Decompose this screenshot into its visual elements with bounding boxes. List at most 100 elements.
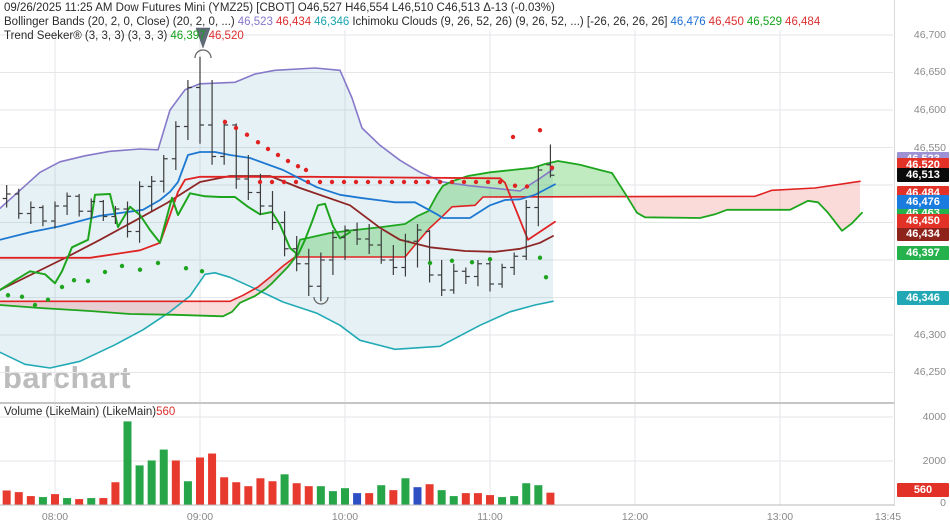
volume-bar [208, 453, 217, 505]
trendseeker-red-dot [537, 128, 543, 133]
volume-bar [147, 460, 156, 505]
volume-bar [473, 493, 482, 505]
axis-price-label: 46,250 [913, 366, 946, 378]
trendseeker-red-dot [233, 125, 239, 131]
ohlc-bar [280, 211, 289, 257]
trendseeker-green-dot [59, 284, 65, 290]
down-arrow-annotation-icon [195, 27, 211, 49]
ohlc-bar [14, 188, 23, 219]
trendseeker-green-dot [85, 278, 91, 284]
volume-bar [510, 496, 519, 505]
trendseeker-red-dot [303, 167, 309, 173]
trendseeker-green-dot [32, 302, 38, 308]
header-text-segment: 46,476 [670, 16, 706, 28]
volume-bar [425, 484, 434, 505]
ohlc-bar [292, 236, 301, 272]
trendseeker-red-dot [485, 179, 491, 185]
ohlc-bar [328, 230, 337, 276]
header-text-segment: 46,520 [208, 30, 244, 42]
price-badge: 560 [897, 483, 949, 497]
header-text-segment: Trend Seeker® (3, 3, 3) (3, 3, 3) [4, 30, 168, 42]
trendseeker-red-dot [244, 132, 250, 137]
trendseeker-green-dot [427, 260, 433, 266]
header-text-segment: Ichimoku Clouds (9, 26, 52, 26) (9, 26, … [352, 16, 668, 28]
trendseeker-red-dot [257, 179, 263, 185]
ohlc-bar [135, 181, 144, 243]
trendseeker-red-dot [510, 134, 516, 140]
volume-bar [304, 486, 313, 505]
trendseeker-red-dot [461, 179, 467, 185]
trendseeker-green-dot [183, 266, 189, 271]
trendseeker-red-dot [425, 179, 431, 185]
trendseeker-red-dot [269, 179, 275, 185]
trendseeker-red-dot [549, 165, 555, 170]
trendseeker-red-dot [222, 119, 228, 125]
volume-bar [63, 498, 72, 505]
ohlc-bar [304, 248, 313, 297]
volume-bar [292, 483, 301, 505]
volume-bar [159, 449, 168, 505]
barchart-logo: barchart [3, 360, 132, 395]
trendseeker-red-dot [341, 179, 347, 185]
trendseeker-red-dot [281, 179, 287, 185]
trendseeker-red-dot [293, 179, 299, 185]
ohlc-bar [183, 80, 192, 141]
header-line-1: 09/26/2025 11:25 AM Dow Futures Mini (YM… [4, 1, 823, 15]
axis-time-label: 11:00 [477, 511, 503, 523]
ohlc-bar [437, 260, 446, 297]
price-badge: 46,513 [897, 168, 949, 182]
trendseeker-red-dot [353, 179, 359, 185]
trendseeker-red-dot [365, 179, 371, 185]
ohlc-bar [171, 121, 180, 171]
volume-bar [389, 490, 398, 505]
trendseeker-green-dot [5, 293, 11, 298]
header-text-segment: 46,434 [275, 16, 312, 28]
volume-bar [51, 494, 59, 505]
axis-price-label: 46,650 [913, 66, 946, 78]
volume-bar [486, 495, 494, 505]
header-text-segment: 46,484 [785, 16, 821, 28]
header-text-segment: 46,397 [170, 30, 206, 42]
trendseeker-green-dot [537, 255, 543, 260]
ohlc-bar [353, 222, 362, 246]
ohlc-bar [75, 194, 84, 217]
trendseeker-red-dot [305, 179, 311, 185]
header-text-segment: 46,529 [746, 16, 783, 28]
volume-bar [38, 497, 47, 505]
volume-bar [534, 485, 543, 505]
axis-time-label: 12:00 [621, 511, 649, 523]
kijun-line [0, 175, 556, 259]
ohlc-bar [147, 176, 156, 212]
volume-bar [522, 483, 531, 505]
volume-bar [413, 487, 422, 505]
trendseeker-green-dot [119, 263, 125, 269]
bollinger-lower-line [0, 272, 554, 369]
volume-bar [2, 490, 11, 505]
ohlc-bar [522, 200, 531, 261]
price-axis: 46,700 46,650 46,600 46,550 46,300 46,250 4000… [894, 0, 950, 528]
trendseeker-green-dot [543, 275, 549, 280]
ohlc-bar [486, 261, 494, 292]
trendseeker-red-dot [317, 179, 323, 185]
trendseeker-red-dot [255, 140, 261, 145]
volume-bar [449, 496, 458, 505]
trendseeker-green-dot [449, 258, 455, 263]
ohlc-bar [232, 123, 241, 189]
trendseeker-red-dot [473, 179, 479, 185]
ohlc-bar [473, 260, 482, 287]
volume-bar [437, 490, 446, 505]
ohlc-bar [316, 252, 325, 302]
volume-bar [135, 465, 144, 505]
ohlc-bar [111, 206, 120, 225]
ohlc-bar [196, 56, 204, 144]
header-text-segment: 560 [156, 406, 176, 418]
ohlc-bar [377, 230, 386, 264]
header-text-segment: Bollinger Bands (20, 2, 0, Close) (20, 2… [4, 16, 235, 28]
arc-bottom-annotation-icon [313, 296, 329, 305]
ohlc-bar [401, 233, 410, 277]
volume-bar [461, 493, 470, 505]
trendseeker-red-dot [401, 179, 407, 185]
volume-bar [232, 482, 241, 505]
ohlc-bar [220, 119, 229, 165]
